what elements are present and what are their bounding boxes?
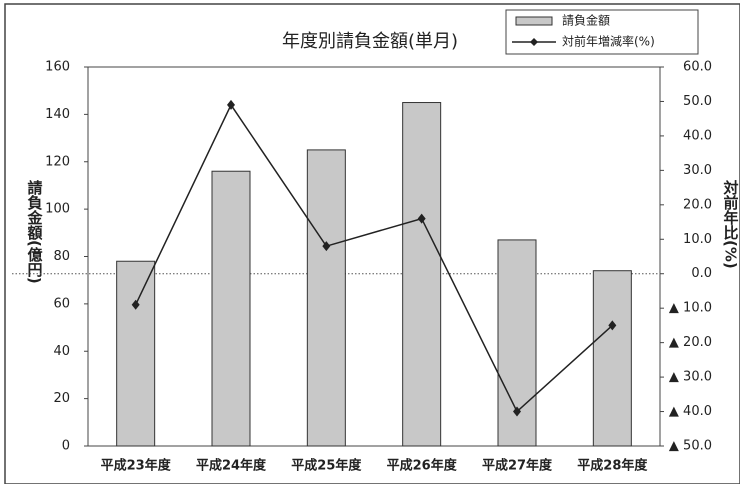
y-tick-label: 80 [53,249,70,264]
y2-tick-label: 0.0 [691,266,712,281]
x-tick-label: 平成23年度 [101,458,172,474]
bar [592,270,632,447]
legend-label: 請負金額 [562,13,610,28]
x-tick-label: 平成24年度 [196,458,267,474]
x-tick-label: 平成27年度 [482,458,553,474]
bar [211,170,251,447]
y2-tick-label: ▲ 40.0 [669,404,712,419]
legend-label: 対前年増減率(%) [562,34,655,49]
y2-tick-label: ▲ 20.0 [669,335,712,350]
y2-tick-label: 10.0 [683,232,712,247]
y-tick-label: 140 [45,107,70,122]
bar [306,149,346,447]
y2-tick-label: 30.0 [683,163,712,178]
y2-tick-label: 60.0 [683,60,712,75]
chart-title: 年度別請負金額(単月) [282,31,458,52]
y-axis-label: 請負金額(億円) [26,179,44,284]
y-tick-label: 100 [45,202,70,217]
line-marker [608,320,617,331]
y-tick-label: 60 [53,296,70,311]
x-tick-label: 平成26年度 [387,458,458,474]
y2-tick-label: 40.0 [683,128,712,143]
y2-tick-label: 20.0 [683,197,712,212]
y2-tick-label: 50.0 [683,94,712,109]
y2-tick-label: ▲ 10.0 [669,301,712,316]
legend-marker [530,38,538,46]
line-marker [227,99,235,110]
y-tick-label: 0 [62,439,70,454]
legend-swatch [515,16,553,26]
y2-axis-label: 対前年比(%) [722,179,740,269]
x-tick-label: 平成28年度 [577,458,648,474]
y-tick-label: 120 [45,154,70,169]
bar [116,260,156,447]
y2-tick-label: ▲ 50.0 [669,439,712,454]
line-marker [322,241,331,252]
line-marker [513,406,521,417]
line-marker [131,299,140,310]
y-tick-label: 160 [45,60,70,75]
y-tick-label: 20 [53,391,70,406]
y2-tick-label: ▲ 30.0 [669,370,712,385]
bar [402,102,442,447]
y-tick-label: 40 [53,344,70,359]
x-tick-label: 平成25年度 [291,458,362,474]
line [134,103,613,413]
line-marker [417,213,426,224]
